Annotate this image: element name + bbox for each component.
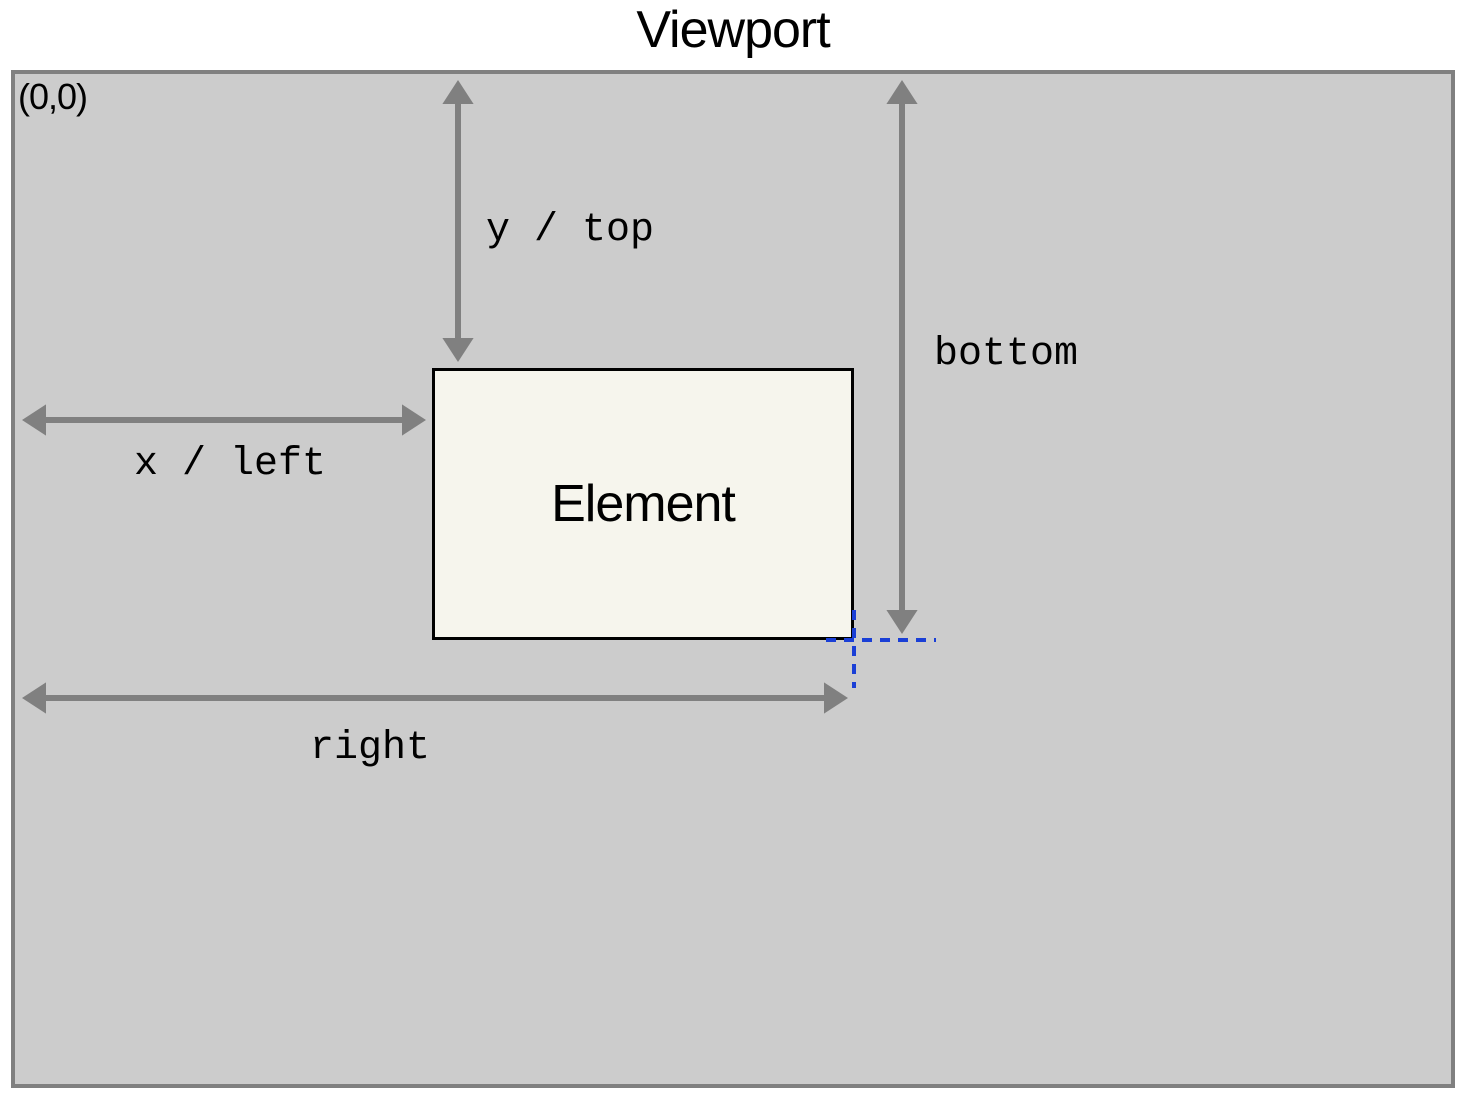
x-left-label: x / left xyxy=(134,442,326,487)
right-label: right xyxy=(310,726,430,771)
y-top-label: y / top xyxy=(486,208,654,253)
bottom-label: bottom xyxy=(934,332,1078,377)
corner-guide-lines xyxy=(0,0,1466,1099)
